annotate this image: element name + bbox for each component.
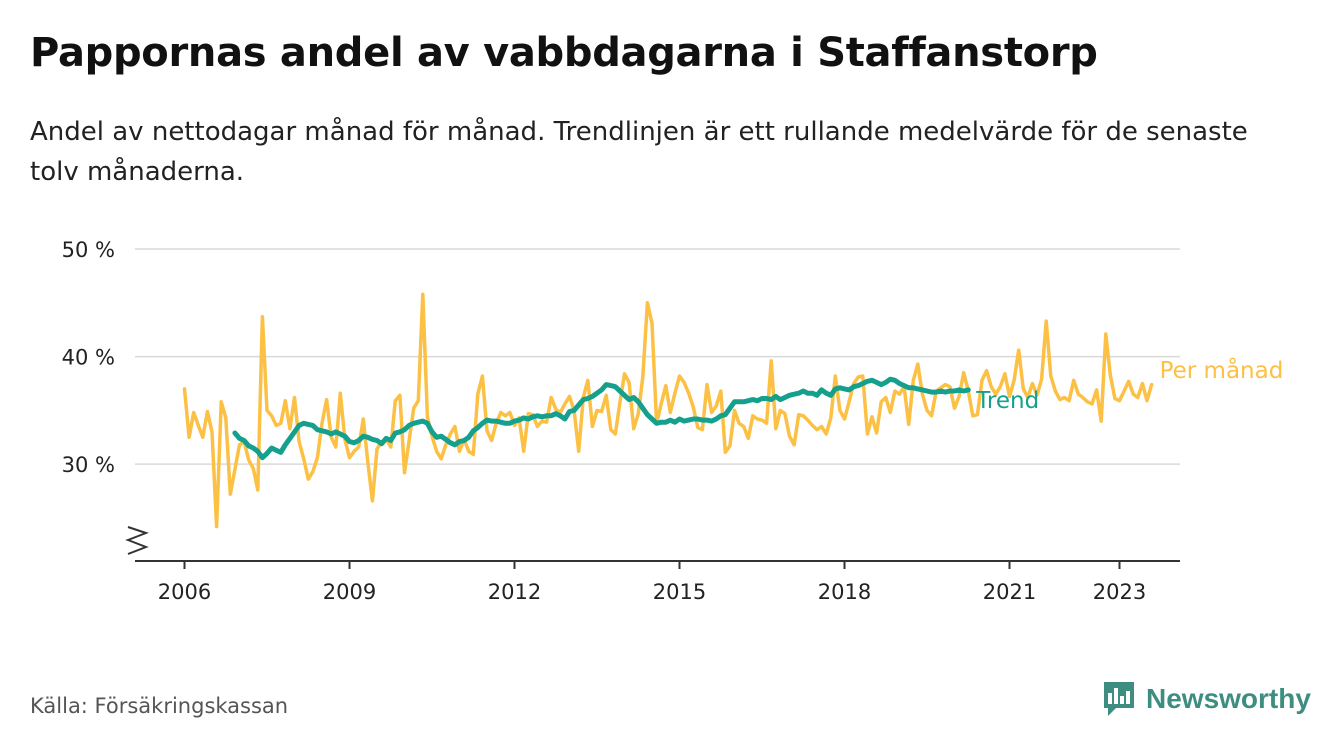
series-line-trend <box>232 376 971 461</box>
series-line-per-manad <box>182 292 1154 529</box>
y-tick-label: 40 % <box>62 346 115 370</box>
x-tick-label: 2021 <box>983 580 1036 604</box>
x-tick-label: 2006 <box>158 580 211 604</box>
chart-subtitle: Andel av nettodagar månad för månad. Tre… <box>30 117 1248 187</box>
x-tick-label: 2009 <box>323 580 376 604</box>
x-tick-label: 2015 <box>653 580 706 604</box>
newsworthy-logo-icon <box>1104 682 1134 716</box>
brand-name: Newsworthy <box>1146 683 1311 714</box>
brand-logo: Newsworthy <box>1102 680 1311 718</box>
y-tick-label: 30 % <box>62 453 115 477</box>
source-note: Källa: Försäkringskassan <box>30 694 289 718</box>
y-tick-label: 50 % <box>62 238 115 262</box>
series-label-per-manad: Per månad <box>1160 356 1284 384</box>
x-tick-label: 2023 <box>1093 580 1146 604</box>
chart-title: Pappornas andel av vabbdagarna i Staffan… <box>30 30 1098 76</box>
x-tick-label: 2012 <box>488 580 541 604</box>
x-tick-label: 2018 <box>818 580 871 604</box>
axis-break-icon <box>125 526 149 555</box>
series-label-trend: Trend <box>975 388 1039 414</box>
